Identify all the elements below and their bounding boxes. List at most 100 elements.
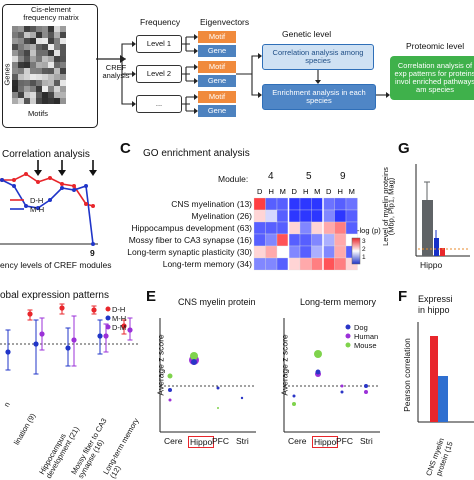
gene-label: Gene [207,46,227,56]
matrix-cell [18,86,24,92]
matrix-cell [24,44,30,50]
d-point [103,333,109,339]
species-label: D [292,187,298,196]
b-point-mh [24,204,28,208]
b-point-mh [91,242,95,246]
matrix-cell [42,56,48,62]
e-point-mouse [190,352,198,360]
scale-tick-1: 1 [362,254,366,261]
gene-box-2: Gene [198,75,236,87]
matrix-cell [12,44,18,50]
matrix-cell [60,50,66,56]
matrix-cell [48,62,54,68]
e-region-label: Cere [164,436,183,446]
e-region-label: Hippo [188,436,215,448]
frequency-header: Frequency [140,17,181,27]
matrix-cell [18,26,24,32]
e-point-mouse [314,350,322,358]
level-2-label: Level 2 [146,69,172,79]
d-point [39,331,45,337]
panel-c-title: GO enrichment analysis [143,148,250,159]
motif-label: Motif [208,92,226,102]
d-point [5,349,11,355]
scale-tick-2: 2 [362,246,366,253]
level-more-box: ... [136,95,182,113]
panel-g-chart [415,164,470,257]
matrix-cell [30,38,36,44]
matrix-cell [48,74,54,80]
eigenvectors-header: Eigenvectors [200,17,250,27]
e-region-label: Stri [360,436,373,446]
matrix-cell [30,50,36,56]
species-label: H [338,187,343,196]
matrix-cell [48,32,54,38]
correlation-analysis-box: Correlation analysis among species [262,44,374,70]
b-point-dh [48,176,52,180]
f-ylabel: Pearson correlation [401,338,412,412]
motif-box-2: Motif [198,61,236,73]
matrix-cell [24,32,30,38]
matrix-cell [54,92,60,98]
matrix-cell [12,74,18,80]
panel-b-xlabel: ency levels of CREF modules [0,260,112,270]
e-point-dog [240,396,244,400]
panel-f-letter: F [398,288,408,305]
b-point-mh [84,184,88,188]
enrichment-analysis-box: Enrichment analysis in each species [262,84,376,110]
matrix-cell [24,74,30,80]
panel-e-letter: E [146,288,157,305]
motif-box-1: Motif [198,31,236,43]
matrix-cell [42,80,48,86]
matrix-cell [24,26,30,32]
e-point-dog [168,388,172,392]
matrix-cell [60,98,66,104]
cis-element-matrix [12,26,66,104]
matrix-cell [12,62,18,68]
matrix-cell [24,68,30,74]
matrix-cell [42,68,48,74]
panel-b-tick-9: 9 [90,248,95,258]
b-point-dh [84,202,88,206]
matrix-cell [12,80,18,86]
species-label: M [349,187,355,196]
matrix-cell [36,98,42,104]
matrix-cell [12,56,18,62]
matrix-cell [36,50,42,56]
matrix-cell [36,38,42,44]
d-point [59,305,65,311]
matrix-cell [54,32,60,38]
d-legend-dm: D-M [112,323,127,332]
matrix-cell [60,68,66,74]
d-point [97,333,103,339]
matrix-cell [60,44,66,50]
d-point [65,345,71,351]
matrix-cell [60,74,66,80]
matrix-cell [30,56,36,62]
e-point-dog [315,369,321,375]
f-title-1: Expressi [418,294,453,304]
d-point [71,337,77,343]
matrix-cell [30,26,36,32]
b-point-mh [36,206,40,210]
species-label: D [326,187,332,196]
matrix-cell [36,74,42,80]
go-term-label: Myelination (26) [191,211,252,221]
matrix-cell [42,86,48,92]
proteomic-analysis-label: Correlation analysis of exp patterns for… [394,61,474,94]
matrix-cell [30,74,36,80]
b-arrow-head-1 [34,170,42,176]
matrix-cell [36,56,42,62]
go-term-label: Hippocampus development (63) [131,223,252,233]
level-2-box: Level 2 [136,65,182,83]
matrix-cell [48,26,54,32]
matrix-cell [12,32,18,38]
matrix-cell [42,38,48,44]
d-legend-dot-dh [105,306,111,312]
matrix-cell [30,86,36,92]
go-term-label: Long-term synaptic plasticity (30) [127,247,252,257]
matrix-cell [48,92,54,98]
matrix-cell [48,68,54,74]
matrix-cell [12,86,18,92]
gene-box-3: Gene [198,105,236,117]
